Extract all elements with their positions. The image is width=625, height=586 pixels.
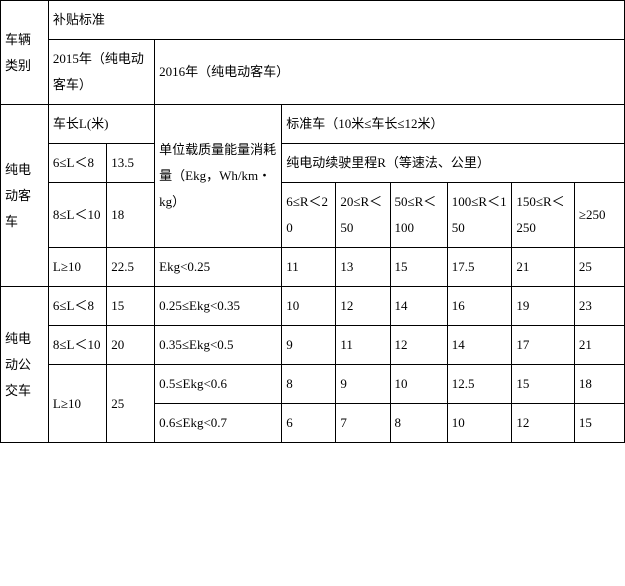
cell-e3-b5: 17 xyxy=(512,326,574,365)
header-range: 纯电动续驶里程R（等速法、公里） xyxy=(282,144,625,183)
cell-e3-b6: 21 xyxy=(574,326,624,365)
range-bin-3: 50≤R＜100 xyxy=(390,183,447,248)
header-length: 车长L(米) xyxy=(48,105,154,144)
cell-e4-b5: 15 xyxy=(512,365,574,404)
cell-e4-b6: 18 xyxy=(574,365,624,404)
cell-e1-b4: 17.5 xyxy=(447,248,512,287)
category-pure-ev-transit: 纯电动公交车 xyxy=(1,287,49,443)
cell-e5-b1: 6 xyxy=(282,404,336,443)
cell-e1-b5: 21 xyxy=(512,248,574,287)
length-r1-transit: 6≤L＜8 xyxy=(48,287,106,326)
cell-e1-b3: 15 xyxy=(390,248,447,287)
cell-e5-b6: 15 xyxy=(574,404,624,443)
ekg-e4: 0.5≤Ekg<0.6 xyxy=(155,365,282,404)
header-standard-vehicle: 标准车（10米≤车长≤12米） xyxy=(282,105,625,144)
range-bin-2: 20≤R＜50 xyxy=(336,183,390,248)
cell-e4-b3: 10 xyxy=(390,365,447,404)
subsidy-2015-bus-r3: 22.5 xyxy=(107,248,155,287)
range-bin-5: 150≤R＜250 xyxy=(512,183,574,248)
cell-e2-b6: 23 xyxy=(574,287,624,326)
length-r3-bus: L≥10 xyxy=(48,248,106,287)
cell-e4-b2: 9 xyxy=(336,365,390,404)
length-r1-bus: 6≤L＜8 xyxy=(48,144,106,183)
cell-e1-b1: 11 xyxy=(282,248,336,287)
range-bin-4: 100≤R＜150 xyxy=(447,183,512,248)
cell-e1-b2: 13 xyxy=(336,248,390,287)
subsidy-2015-transit-r3: 25 xyxy=(107,365,155,443)
length-r3-transit: L≥10 xyxy=(48,365,106,443)
cell-e5-b3: 8 xyxy=(390,404,447,443)
subsidy-2015-transit-r1: 15 xyxy=(107,287,155,326)
ekg-e1: Ekg<0.25 xyxy=(155,248,282,287)
cell-e5-b2: 7 xyxy=(336,404,390,443)
cell-e3-b2: 11 xyxy=(336,326,390,365)
header-vehicle-category: 车辆类别 xyxy=(1,1,49,105)
cell-e4-b4: 12.5 xyxy=(447,365,512,404)
cell-e2-b4: 16 xyxy=(447,287,512,326)
header-energy-consumption: 单位载质量能量消耗量（Ekg，Wh/km・kg） xyxy=(155,105,282,248)
cell-e2-b2: 12 xyxy=(336,287,390,326)
length-r2-transit: 8≤L＜10 xyxy=(48,326,106,365)
cell-e2-b3: 14 xyxy=(390,287,447,326)
cell-e5-b5: 12 xyxy=(512,404,574,443)
cell-e1-b6: 25 xyxy=(574,248,624,287)
range-bin-1: 6≤R＜20 xyxy=(282,183,336,248)
cell-e3-b3: 12 xyxy=(390,326,447,365)
cell-e2-b5: 19 xyxy=(512,287,574,326)
subsidy-2015-bus-r2: 18 xyxy=(107,183,155,248)
cell-e3-b1: 9 xyxy=(282,326,336,365)
cell-e4-b1: 8 xyxy=(282,365,336,404)
cell-e3-b4: 14 xyxy=(447,326,512,365)
cell-e5-b4: 10 xyxy=(447,404,512,443)
ekg-e5: 0.6≤Ekg<0.7 xyxy=(155,404,282,443)
length-r2-bus: 8≤L＜10 xyxy=(48,183,106,248)
cell-e2-b1: 10 xyxy=(282,287,336,326)
subsidy-2015-transit-r2: 20 xyxy=(107,326,155,365)
category-pure-ev-bus: 纯电动客车 xyxy=(1,105,49,287)
subsidy-2015-bus-r1: 13.5 xyxy=(107,144,155,183)
ekg-e3: 0.35≤Ekg<0.5 xyxy=(155,326,282,365)
subsidy-table: 车辆类别 补贴标准 2015年（纯电动客车） 2016年（纯电动客车） 纯电动客… xyxy=(0,0,625,443)
header-2015: 2015年（纯电动客车） xyxy=(48,40,154,105)
header-2016: 2016年（纯电动客车） xyxy=(155,40,625,105)
header-subsidy-standard: 补贴标准 xyxy=(48,1,624,40)
ekg-e2: 0.25≤Ekg<0.35 xyxy=(155,287,282,326)
range-bin-6: ≥250 xyxy=(574,183,624,248)
